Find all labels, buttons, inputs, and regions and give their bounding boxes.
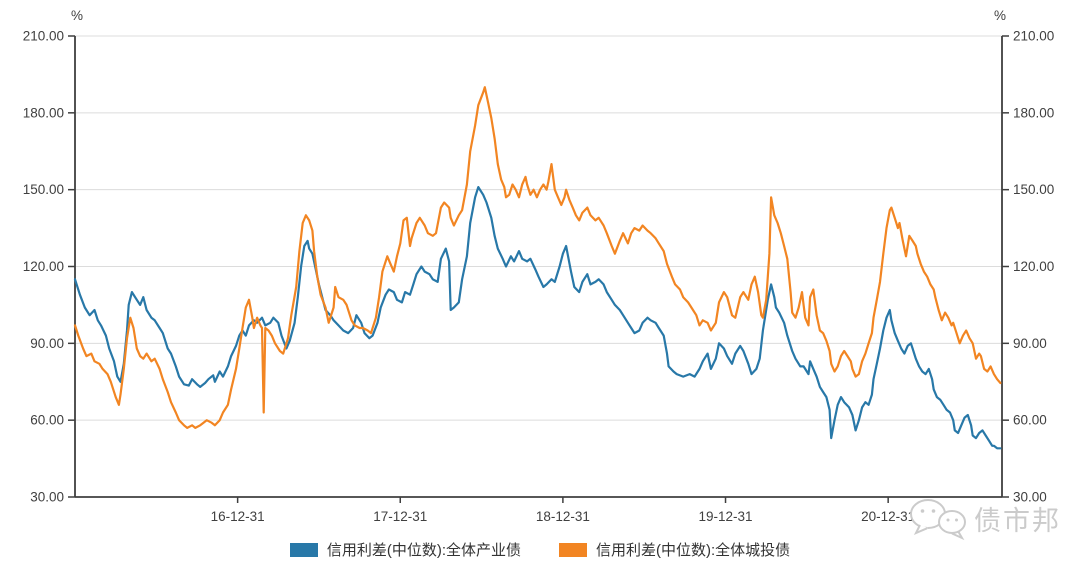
y-tick-label-left: 210.00 — [23, 29, 64, 44]
legend-label-chengtou: 信用利差(中位数):全体城投债 — [596, 542, 791, 559]
y-tick-label-left: 90.00 — [30, 336, 64, 351]
legend-item-chengtou: 信用利差(中位数):全体城投债 — [559, 539, 790, 560]
series-line-0 — [73, 186, 1002, 450]
y-tick-label-left: 180.00 — [23, 105, 64, 120]
y-tick-label-right: 210.00 — [1013, 29, 1054, 44]
x-tick-label: 17-12-31 — [373, 509, 427, 524]
wechat-icon — [910, 499, 966, 541]
y-tick-label-right: 180.00 — [1013, 105, 1054, 120]
legend: 信用利差(中位数):全体产业债 信用利差(中位数):全体城投债 — [0, 539, 1080, 560]
y-tick-label-right: 30.00 — [1013, 490, 1047, 505]
y-tick-label-left: 60.00 — [30, 413, 64, 428]
x-tick-label: 20-12-31 — [861, 509, 915, 524]
y-tick-label-left: 30.00 — [30, 490, 64, 505]
watermark-text: 债市邦 — [974, 505, 1061, 536]
legend-swatch-industrial — [289, 542, 318, 557]
y-tick-label-left: 150.00 — [23, 182, 64, 197]
y-tick-label-left: 120.00 — [23, 259, 64, 274]
legend-swatch-chengtou — [559, 542, 587, 557]
x-tick-label: 18-12-31 — [536, 509, 590, 524]
x-tick-label: 19-12-31 — [699, 509, 753, 524]
y-tick-label-right: 120.00 — [1013, 259, 1054, 274]
y-tick-label-right: 60.00 — [1013, 413, 1047, 428]
watermark: 债市邦 — [906, 495, 1061, 541]
legend-label-industrial: 信用利差(中位数):全体产业债 — [326, 542, 521, 559]
legend-item-industrial: 信用利差(中位数):全体产业债 — [289, 539, 521, 560]
y-unit-right: % — [994, 8, 1006, 23]
y-tick-label-right: 150.00 — [1013, 182, 1054, 197]
series-line-1 — [73, 86, 1002, 429]
y-tick-label-right: 90.00 — [1013, 336, 1047, 351]
y-unit-left: % — [71, 8, 83, 23]
x-tick-label: 16-12-31 — [211, 509, 265, 524]
